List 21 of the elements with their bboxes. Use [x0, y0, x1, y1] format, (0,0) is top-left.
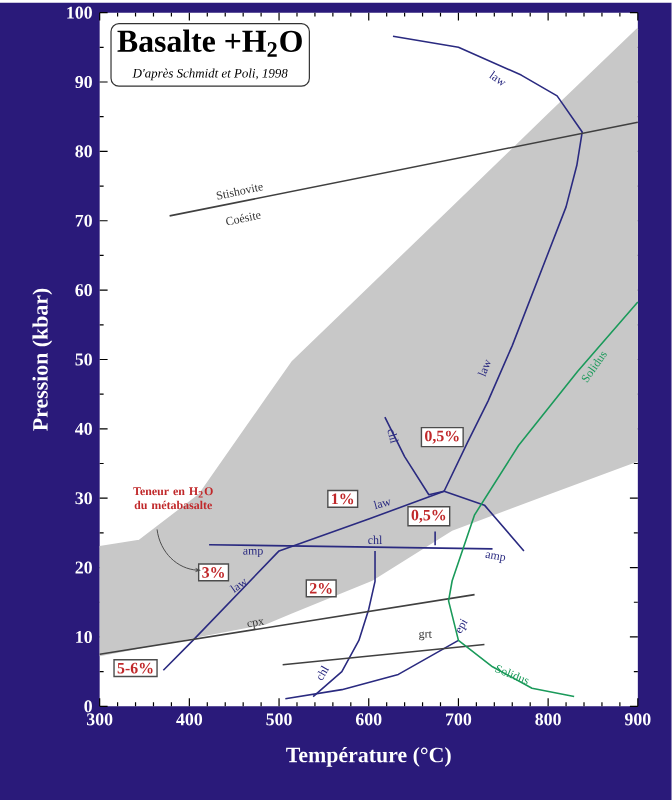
x-tick-label: 900 — [625, 713, 651, 726]
y-tick-label: 0 — [84, 700, 93, 713]
y-tick-label: 90 — [75, 75, 93, 89]
y-axis-title: Pression (kbar) — [32, 288, 53, 431]
x-tick-label: 500 — [266, 713, 292, 726]
y-tick-label: 60 — [75, 284, 93, 297]
y-tick-label: 80 — [75, 145, 93, 158]
x-tick-label: 400 — [176, 713, 203, 726]
x-tick-label: 300 — [87, 713, 113, 726]
chart-title: Basalte +H$_{2}$O — [117, 29, 302, 57]
y-tick-label: 20 — [75, 561, 93, 574]
x-tick-label: 600 — [356, 713, 382, 726]
y-tick-label: 100 — [67, 6, 93, 19]
y-tick-label: 10 — [76, 630, 93, 643]
y-tick-label: 70 — [75, 214, 93, 227]
y-tick-label: 40 — [75, 422, 93, 435]
y-tick-label: 50 — [75, 353, 93, 366]
x-tick-label: 700 — [446, 713, 472, 726]
y-tick-label: 30 — [75, 492, 93, 505]
x-axis-title: Température (°C) — [286, 746, 451, 767]
x-tick-label: 800 — [535, 713, 561, 726]
